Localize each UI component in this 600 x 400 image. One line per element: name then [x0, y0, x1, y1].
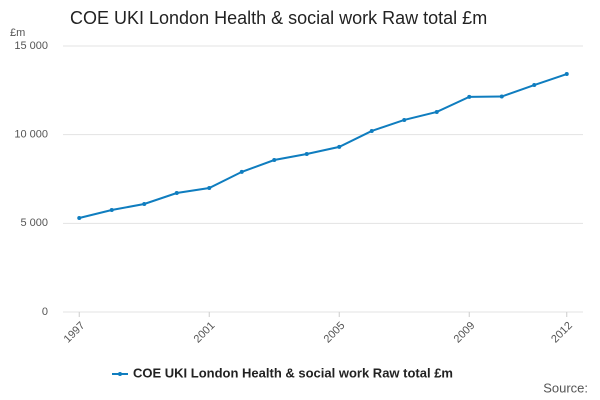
x-tick-label: 2012: [549, 320, 575, 346]
line-point: [564, 72, 569, 77]
y-axis-label: £m: [10, 27, 25, 39]
line-point: [402, 117, 407, 122]
line-series: [79, 73, 568, 219]
legend-swatch-point: [118, 372, 122, 376]
chart-title: COE UKI London Health & social work Raw …: [70, 8, 487, 28]
line-point: [434, 109, 439, 114]
line-point: [77, 216, 82, 221]
line-point: [532, 83, 537, 88]
x-tick-label: 2001: [192, 320, 218, 346]
line-point: [369, 128, 374, 133]
line-point: [109, 208, 114, 213]
line-point: [272, 158, 277, 163]
x-tick-label: 2009: [452, 320, 478, 346]
y-tick-label: 0: [42, 306, 48, 318]
line-point: [499, 94, 504, 99]
source: Source:: [543, 380, 588, 395]
line-point: [142, 202, 147, 207]
line-point: [207, 186, 212, 191]
line-point: [239, 169, 244, 174]
line-point: [337, 144, 342, 149]
legend-label: COE UKI London Health & social work Raw …: [133, 365, 453, 380]
line-point: [467, 94, 472, 99]
line-point: [304, 151, 309, 156]
line-point: [174, 191, 179, 196]
y-tick-label: 10 000: [14, 129, 48, 141]
x-tick-label: 2005: [322, 320, 348, 346]
y-tick-label: 15 000: [14, 40, 48, 52]
y-tick-label: 5 000: [20, 217, 48, 229]
x-tick-label: 1997: [62, 320, 88, 346]
